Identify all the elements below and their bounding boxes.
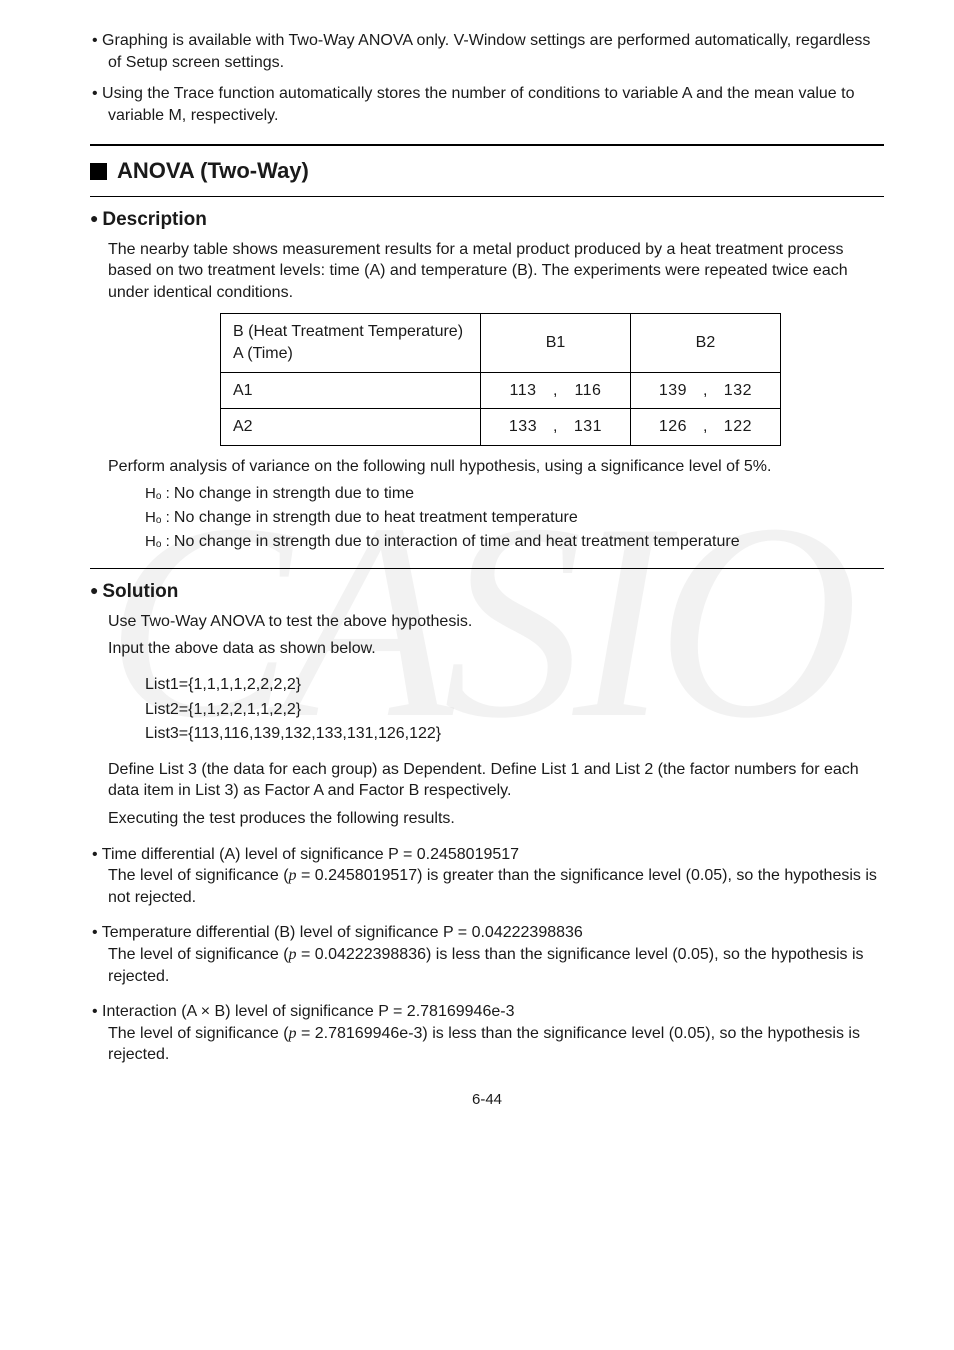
table-row: B (Heat Treatment Temperature) A (Time) … [221,314,781,372]
section-title-text: ANOVA (Two-Way) [117,156,309,186]
result-block: Temperature differential (B) level of si… [108,922,884,987]
table-cell: 133,131 [481,409,631,446]
list-item: List3={113,116,139,132,133,131,126,122} [145,723,884,745]
section-heading: ANOVA (Two-Way) [90,156,884,186]
header-line: B (Heat Treatment Temperature) [233,323,463,340]
list-item: Using the Trace function automatically s… [108,83,884,126]
list-block: List1={1,1,1,1,2,2,2,2} List2={1,1,2,2,1… [145,674,884,745]
table-cell: 126,122 [630,409,780,446]
result-head: Time differential (A) level of significa… [108,844,884,866]
top-bullet-list: Graphing is available with Two-Way ANOVA… [90,30,884,126]
table-cell: A2 [221,409,481,446]
table-cell: A1 [221,372,481,409]
result-head: Interaction (A × B) level of significanc… [108,1001,884,1023]
subsection-heading: Solution [90,579,884,605]
hypothesis: Ho : No change in strength due to heat t… [145,507,884,529]
table-cell: 113,116 [481,372,631,409]
paragraph: Use Two-Way ANOVA to test the above hypo… [108,611,884,633]
page-number: 6-44 [90,1090,884,1110]
divider [90,196,884,197]
result-block: Interaction (A × B) level of significanc… [108,1001,884,1066]
table-header: B2 [630,314,780,372]
header-line: A (Time) [233,345,293,362]
result-body: The level of significance (p = 2.7816994… [108,1023,884,1066]
table-header: B1 [481,314,631,372]
hypothesis: Ho : No change in strength due to intera… [145,531,884,553]
data-table: B (Heat Treatment Temperature) A (Time) … [220,313,781,445]
list-item: List2={1,1,2,2,1,1,2,2} [145,699,884,721]
list-item: Graphing is available with Two-Way ANOVA… [108,30,884,73]
table-row: A2 133,131 126,122 [221,409,781,446]
paragraph: Define List 3 (the data for each group) … [108,759,884,802]
table-header: B (Heat Treatment Temperature) A (Time) [221,314,481,372]
square-icon [90,163,107,180]
table-row: A1 113,116 139,132 [221,372,781,409]
list-item: List1={1,1,1,1,2,2,2,2} [145,674,884,696]
result-body: The level of significance (p = 0.0422239… [108,944,884,987]
paragraph: The nearby table shows measurement resul… [108,239,884,304]
hypothesis: Ho : No change in strength due to time [145,483,884,505]
divider [90,144,884,146]
result-block: Time differential (A) level of significa… [108,844,884,909]
paragraph: Perform analysis of variance on the foll… [108,456,884,478]
paragraph: Input the above data as shown below. [108,638,884,660]
result-body: The level of significance (p = 0.2458019… [108,865,884,908]
paragraph: Executing the test produces the followin… [108,808,884,830]
result-head: Temperature differential (B) level of si… [108,922,884,944]
table-cell: 139,132 [630,372,780,409]
divider [90,568,884,569]
page-content: Graphing is available with Two-Way ANOVA… [90,30,884,1110]
subsection-heading: Description [90,207,884,233]
